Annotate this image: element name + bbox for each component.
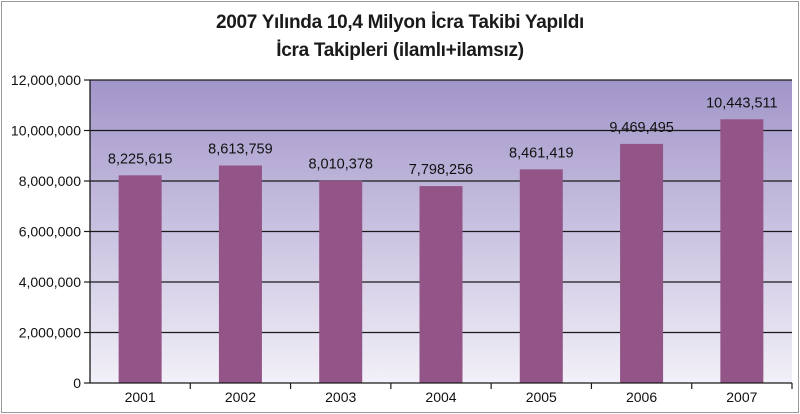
- data-label: 9,469,495: [609, 120, 674, 136]
- bar: [419, 186, 463, 383]
- y-tick-label: 10,000,000: [11, 123, 81, 139]
- chart-title: 2007 Yılında 10,4 Milyon İcra Takibi Yap…: [215, 12, 585, 33]
- data-label: 7,798,256: [409, 162, 474, 178]
- x-tick-label: 2002: [225, 389, 256, 405]
- x-tick-label: 2003: [325, 389, 356, 405]
- data-label: 8,010,378: [308, 157, 373, 173]
- bar: [118, 175, 162, 383]
- y-tick-label: 8,000,000: [19, 173, 81, 189]
- y-tick-label: 4,000,000: [19, 274, 81, 290]
- chart-subtitle: İcra Takipleri (ilamlı+ilamsız): [276, 40, 524, 61]
- y-tick-label: 6,000,000: [19, 224, 81, 240]
- bar: [620, 143, 664, 383]
- x-tick-label: 2006: [626, 389, 657, 405]
- bar: [218, 165, 262, 383]
- data-label: 8,613,759: [208, 142, 273, 158]
- axes: [84, 79, 793, 389]
- x-tick-label: 2007: [726, 389, 757, 405]
- x-tick-label: 2001: [125, 389, 156, 405]
- bar: [319, 180, 363, 383]
- y-tick-label: 12,000,000: [11, 72, 81, 88]
- y-tick-label: 2,000,000: [19, 325, 81, 341]
- bar: [519, 169, 563, 383]
- data-label: 8,225,615: [108, 151, 173, 167]
- data-label: 10,443,511: [706, 95, 778, 111]
- y-tick-label: 0: [73, 375, 81, 391]
- x-tick-label: 2005: [526, 389, 557, 405]
- labels: 0 2,000,000 4,000,000 6,000,000 8,000,000 10,…: [11, 72, 778, 405]
- x-tick-label: 2004: [425, 389, 456, 405]
- bars: [118, 119, 764, 384]
- data-label: 8,461,419: [509, 145, 574, 161]
- bar: [720, 119, 764, 384]
